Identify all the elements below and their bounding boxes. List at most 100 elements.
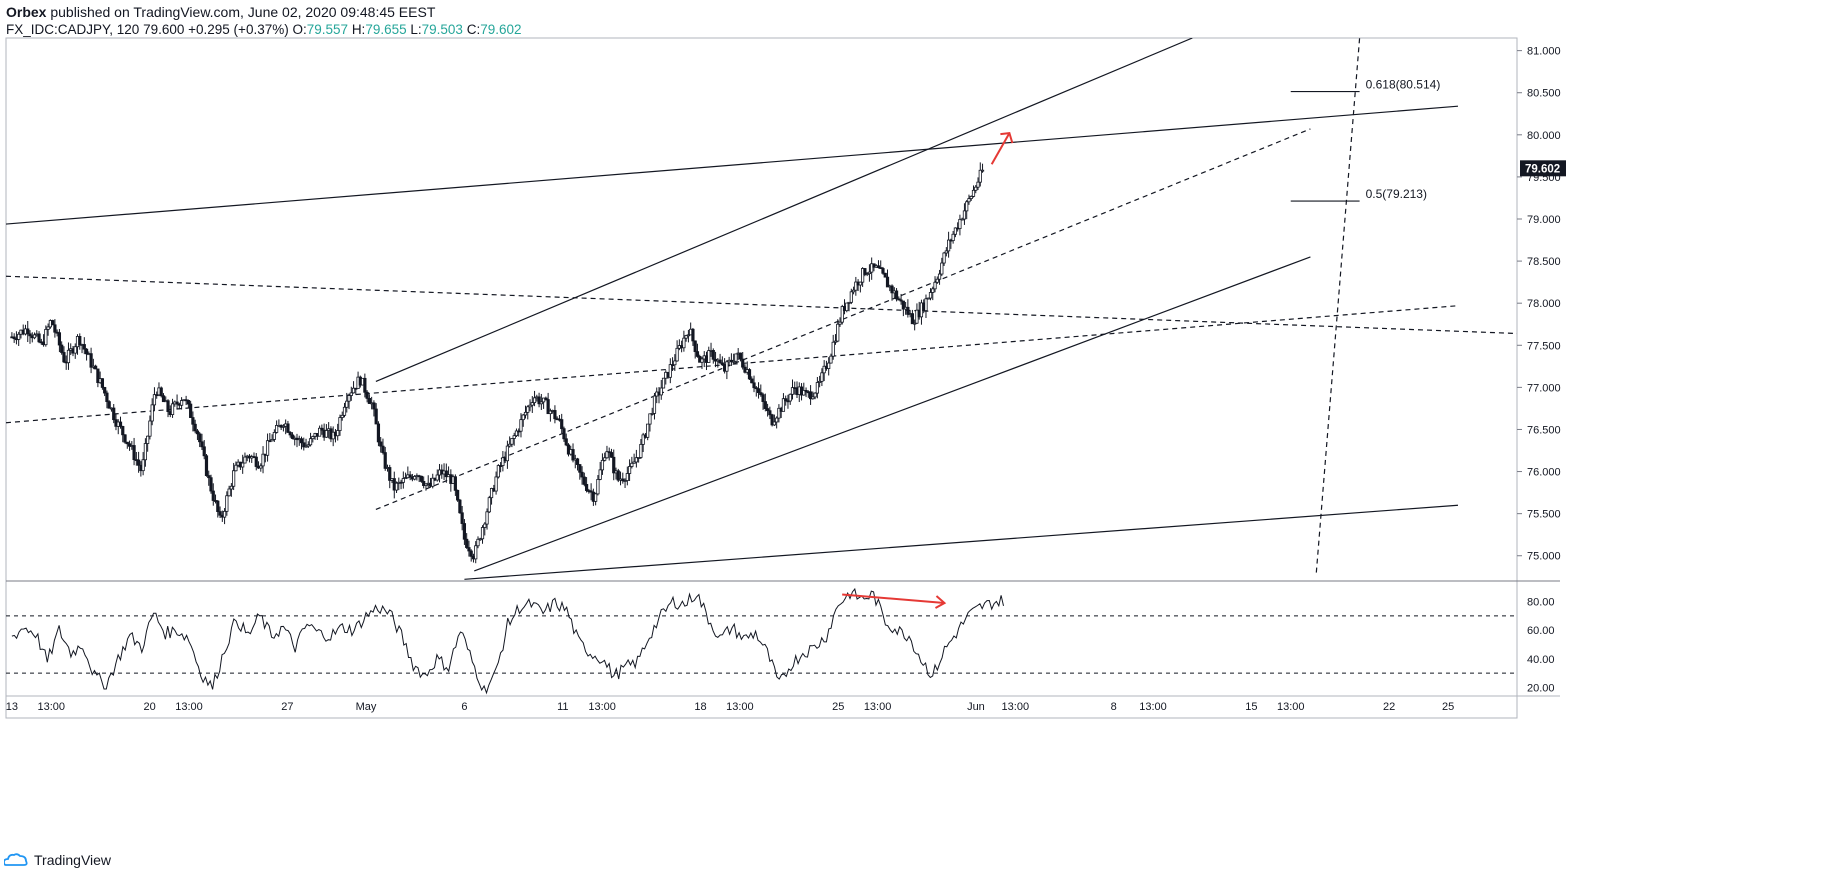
candle-body bbox=[928, 292, 933, 299]
candle-body bbox=[146, 435, 150, 444]
candle-body bbox=[195, 430, 200, 435]
candle-body bbox=[225, 495, 229, 512]
candle-body bbox=[474, 545, 478, 560]
candle-body bbox=[564, 438, 568, 446]
low-label: L: bbox=[410, 22, 422, 37]
candle-body bbox=[865, 273, 869, 276]
candle-body bbox=[26, 328, 30, 335]
candle-body bbox=[980, 169, 985, 172]
candle-body bbox=[802, 390, 806, 396]
fib-layer: 0.618(80.514) 0.5(79.213) bbox=[990, 78, 1441, 202]
candle-body bbox=[621, 478, 625, 482]
time-tick-label: 18 bbox=[694, 701, 706, 713]
candle-body bbox=[532, 397, 537, 404]
high-value: 79.655 bbox=[365, 22, 407, 37]
candle-body bbox=[372, 402, 376, 410]
candle-body bbox=[684, 335, 688, 339]
candle-body bbox=[648, 413, 652, 425]
candle-body bbox=[759, 392, 763, 396]
publisher-name[interactable]: Orbex bbox=[6, 4, 47, 20]
candle-body bbox=[526, 406, 530, 413]
candle-body bbox=[682, 337, 686, 349]
time-tick-label: 11 bbox=[557, 701, 568, 713]
candle-body bbox=[603, 457, 607, 461]
candle-body bbox=[342, 406, 347, 416]
time-tick-label: 25 bbox=[832, 701, 844, 713]
rsi-tick-label: 20.00 bbox=[1527, 682, 1555, 694]
candle-body bbox=[435, 474, 439, 481]
trendline-dashed bbox=[1315, 38, 1361, 573]
candle-body bbox=[967, 198, 971, 203]
candle-body bbox=[827, 362, 831, 369]
candle-body bbox=[469, 550, 473, 557]
candle-body bbox=[44, 328, 48, 346]
tradingview-logo[interactable]: TradingView bbox=[4, 852, 111, 868]
price-tick-label: 78.500 bbox=[1527, 256, 1561, 268]
candle-body bbox=[560, 419, 564, 430]
candle-body bbox=[302, 442, 306, 448]
candle-body bbox=[422, 481, 426, 486]
price-tick-label: 78.000 bbox=[1527, 298, 1561, 310]
candle-body bbox=[419, 475, 424, 482]
candle-body bbox=[829, 355, 833, 364]
candle-body bbox=[661, 377, 666, 389]
candle-body bbox=[926, 297, 930, 300]
candle-body bbox=[947, 239, 951, 252]
candle-body bbox=[881, 268, 885, 274]
candle-body bbox=[118, 421, 123, 427]
candle-body bbox=[542, 397, 546, 403]
candle-body bbox=[381, 445, 385, 453]
candle-body bbox=[254, 456, 258, 467]
candle-body bbox=[646, 423, 650, 438]
candle-body bbox=[288, 431, 292, 436]
candle-body bbox=[546, 399, 550, 415]
candle-body bbox=[401, 478, 405, 483]
price-tick-label: 77.000 bbox=[1527, 382, 1561, 394]
candle-body bbox=[148, 420, 152, 437]
candle-body bbox=[243, 456, 247, 464]
candle-body bbox=[496, 465, 500, 478]
candle-body bbox=[66, 349, 71, 364]
candle-body bbox=[308, 438, 313, 446]
candle-body bbox=[512, 435, 516, 439]
time-tick-label: 13:00 bbox=[37, 701, 65, 713]
candle-body bbox=[693, 340, 697, 353]
candle-body bbox=[514, 430, 519, 437]
fib-level-label: 0.618(80.514) bbox=[1366, 78, 1441, 92]
candle-body bbox=[894, 290, 899, 300]
candle-body bbox=[175, 401, 179, 405]
candle-body bbox=[399, 481, 403, 484]
time-tick-label: 20 bbox=[143, 701, 155, 713]
candle-body bbox=[286, 423, 290, 433]
candle-body bbox=[17, 333, 21, 340]
candle-body bbox=[700, 358, 704, 363]
candle-body bbox=[580, 471, 584, 478]
candle-body bbox=[456, 489, 460, 501]
candle-body bbox=[73, 346, 77, 354]
candle-body bbox=[261, 453, 265, 467]
candle-body bbox=[686, 334, 691, 337]
candle-body bbox=[732, 360, 736, 363]
price-tick-label: 76.000 bbox=[1527, 467, 1561, 479]
time-tick-label: 25 bbox=[1442, 701, 1454, 713]
time-tick-label: 22 bbox=[1383, 701, 1395, 713]
candle-body bbox=[179, 400, 184, 406]
candle-body bbox=[931, 288, 935, 293]
candle-body bbox=[924, 298, 928, 311]
candle-body bbox=[351, 387, 356, 394]
close-label: C: bbox=[466, 22, 481, 37]
open-value: 79.557 bbox=[306, 22, 349, 37]
candle-body bbox=[234, 464, 238, 472]
last-price-badge bbox=[1520, 160, 1566, 177]
candle-body bbox=[143, 443, 147, 461]
candle-body bbox=[521, 414, 525, 421]
candle-body bbox=[720, 362, 724, 366]
candle-body bbox=[777, 407, 781, 419]
candle-body bbox=[465, 538, 469, 548]
rsi-line bbox=[11, 587, 1004, 695]
trendline-solid bbox=[474, 256, 1311, 572]
candle-body bbox=[974, 186, 978, 191]
candle-body bbox=[207, 475, 211, 479]
candle-body bbox=[189, 403, 193, 418]
